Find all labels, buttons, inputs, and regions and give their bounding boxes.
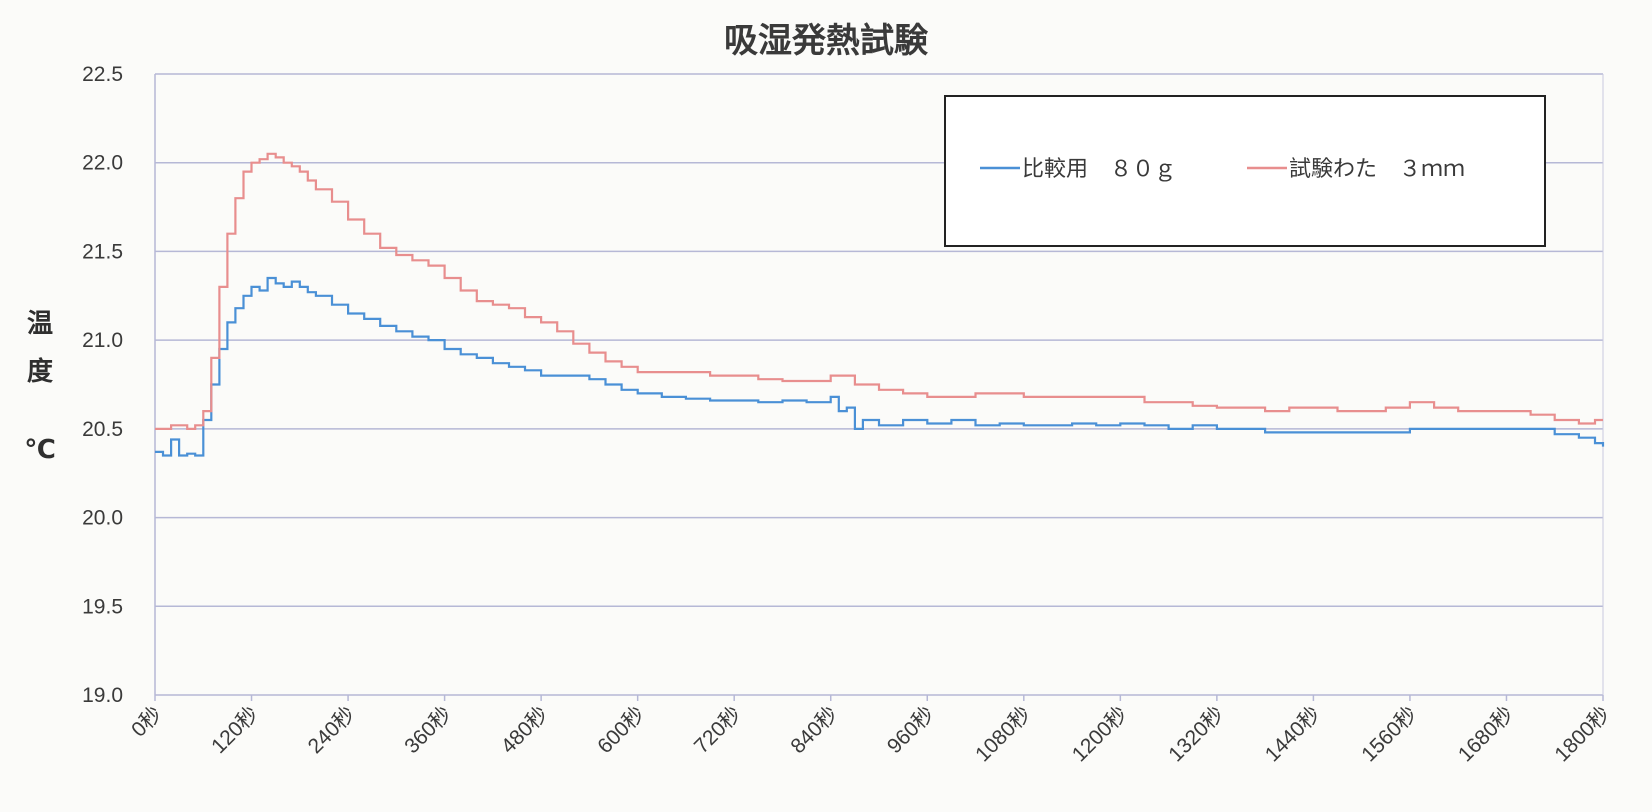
y-axis-label-char: ℃ xyxy=(24,435,55,465)
y-axis-label-char: 度 xyxy=(27,356,53,387)
legend-label: 比較用 ８０ｇ xyxy=(1022,157,1176,182)
series-line-0 xyxy=(155,276,1605,457)
y-tick-label: 20.5 xyxy=(82,418,123,441)
series-line-1 xyxy=(155,152,1603,430)
legend: 比較用 ８０ｇ 試験わた ３ｍｍ xyxy=(944,95,1546,247)
y-tick-label: 22.5 xyxy=(82,63,123,86)
axes xyxy=(154,74,1604,701)
y-tick-label: 20.0 xyxy=(82,507,123,530)
legend-label: 試験わた ３ｍｍ xyxy=(1289,157,1465,182)
y-axis-label: 温度 ℃ xyxy=(24,309,55,465)
y-tick-label: 19.0 xyxy=(82,684,123,707)
y-tick-labels: 19.0 19.5 20.0 20.5 21.0 21.5 22.0 22.5 xyxy=(82,63,123,707)
y-tick-label: 22.0 xyxy=(82,152,123,175)
legend-box xyxy=(944,95,1546,247)
y-tick-label: 19.5 xyxy=(82,595,123,618)
chart-title: 吸湿発熱試験 xyxy=(724,21,929,61)
y-axis-label-char: 温 xyxy=(27,309,53,339)
y-tick-label: 21.5 xyxy=(82,240,123,263)
series-lines xyxy=(155,152,1605,457)
y-tick-label: 21.0 xyxy=(82,329,123,352)
legend-items: 比較用 ８０ｇ 試験わた ３ｍｍ xyxy=(980,157,1465,182)
